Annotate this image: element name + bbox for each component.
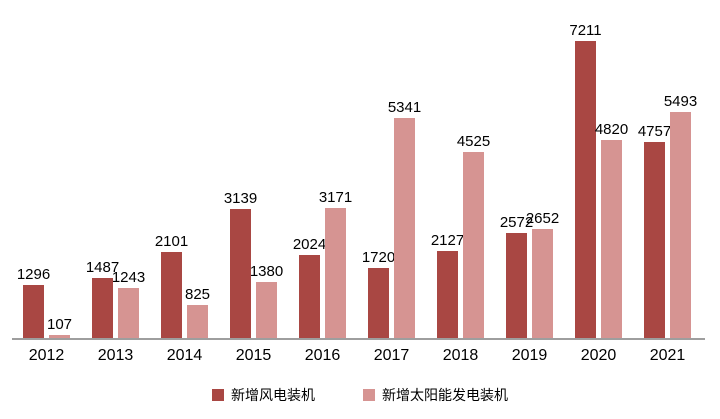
bar bbox=[368, 268, 389, 339]
bar-group-2017: 1720 5341 bbox=[362, 100, 421, 339]
x-axis-labels: 2012 2013 2014 2015 2016 2017 2018 2019 2020 2021 bbox=[23, 347, 691, 365]
bar-value-label: 3139 bbox=[223, 190, 258, 207]
bar bbox=[299, 255, 320, 339]
bar-value-label: 2024 bbox=[292, 236, 327, 253]
bar bbox=[49, 335, 70, 339]
x-axis-label: 2015 bbox=[235, 347, 272, 364]
bar-wrap: 825 bbox=[184, 286, 211, 339]
bar-wrap: 1296 bbox=[17, 267, 50, 339]
bar-wrap: 7211 bbox=[569, 23, 602, 339]
bar-wrap: 5341 bbox=[388, 100, 421, 339]
bar bbox=[230, 209, 251, 339]
x-axis-label: 2016 bbox=[304, 347, 341, 364]
bar bbox=[325, 208, 346, 339]
bar bbox=[644, 142, 665, 339]
bar-value-label: 2572 bbox=[499, 214, 534, 231]
bar-value-label: 5341 bbox=[387, 99, 422, 116]
bar-group-2020: 7211 4820 bbox=[569, 23, 628, 339]
bar-wrap: 2572 bbox=[500, 215, 533, 339]
bar-group-2019: 2572 2652 bbox=[500, 211, 559, 339]
x-axis-line bbox=[12, 338, 705, 340]
bar-value-label: 825 bbox=[184, 286, 211, 303]
bar-wrap: 3171 bbox=[319, 190, 352, 339]
bar-value-label: 2127 bbox=[430, 232, 465, 249]
chart-legend: 新增风电装机 新增太阳能发电装机 bbox=[0, 385, 720, 405]
bar-group-2012: 1296 107 bbox=[17, 267, 73, 339]
x-axis-label: 2019 bbox=[511, 347, 548, 364]
legend-label: 新增太阳能发电装机 bbox=[382, 387, 508, 403]
bar-value-label: 1380 bbox=[249, 263, 284, 280]
bar bbox=[256, 282, 277, 339]
bar-value-label: 1296 bbox=[16, 266, 51, 283]
bar-group-2013: 1487 1243 bbox=[86, 260, 145, 339]
bar-group-2021: 4757 5493 bbox=[638, 94, 697, 339]
bar-wrap: 107 bbox=[46, 316, 73, 339]
bar-wrap: 2127 bbox=[431, 233, 464, 339]
x-axis-label: 2021 bbox=[649, 347, 686, 364]
bar-wrap: 2024 bbox=[293, 237, 326, 339]
legend-item: 新增太阳能发电装机 bbox=[363, 385, 508, 405]
bar bbox=[670, 112, 691, 339]
legend-swatch-icon bbox=[363, 389, 375, 401]
x-axis-label: 2014 bbox=[166, 347, 203, 364]
x-axis-label: 2018 bbox=[442, 347, 479, 364]
bar bbox=[23, 285, 44, 339]
bar-wrap: 1720 bbox=[362, 250, 395, 339]
plot-area: 1296 107 1487 1243 2101 825 3139 1380 2024 3171 17… bbox=[17, 23, 697, 339]
bar-wrap: 4820 bbox=[595, 122, 628, 339]
bar-wrap: 2101 bbox=[155, 234, 188, 339]
bar-value-label: 4525 bbox=[456, 133, 491, 150]
bar-wrap: 3139 bbox=[224, 191, 257, 339]
bar-wrap: 1243 bbox=[112, 270, 145, 339]
legend-label: 新增风电装机 bbox=[231, 387, 315, 403]
x-axis-label: 2013 bbox=[97, 347, 134, 364]
bar-value-label: 4757 bbox=[637, 123, 672, 140]
bar-wrap: 5493 bbox=[664, 94, 697, 339]
legend-item: 新增风电装机 bbox=[212, 385, 315, 405]
bar-wrap: 1487 bbox=[86, 260, 119, 339]
bar bbox=[437, 251, 458, 339]
bar-value-label: 107 bbox=[46, 316, 73, 333]
bar bbox=[394, 118, 415, 339]
legend-swatch-icon bbox=[212, 389, 224, 401]
bar-value-label: 2652 bbox=[525, 210, 560, 227]
bar-value-label: 1720 bbox=[361, 249, 396, 266]
bar-group-2018: 2127 4525 bbox=[431, 134, 490, 339]
bar-value-label: 1487 bbox=[85, 259, 120, 276]
bar bbox=[575, 41, 596, 339]
bar-value-label: 2101 bbox=[154, 233, 189, 250]
bar-value-label: 4820 bbox=[594, 121, 629, 138]
bar-group-2016: 2024 3171 bbox=[293, 190, 352, 339]
bar bbox=[187, 305, 208, 339]
bar bbox=[532, 229, 553, 339]
bar-group-2014: 2101 825 bbox=[155, 234, 211, 339]
bar bbox=[161, 252, 182, 339]
bar-wrap: 2652 bbox=[526, 211, 559, 339]
x-axis-label: 2012 bbox=[28, 347, 65, 364]
bar-group-2015: 3139 1380 bbox=[224, 191, 283, 339]
bar-value-label: 7211 bbox=[569, 22, 602, 39]
bar-value-label: 5493 bbox=[663, 93, 698, 110]
bar-wrap: 1380 bbox=[250, 264, 283, 339]
bar-value-label: 3171 bbox=[318, 189, 353, 206]
bar bbox=[463, 152, 484, 339]
x-axis-label: 2020 bbox=[580, 347, 617, 364]
bar bbox=[601, 140, 622, 339]
bar bbox=[118, 288, 139, 339]
bar-wrap: 4525 bbox=[457, 134, 490, 339]
bar bbox=[506, 233, 527, 339]
bar-wrap: 4757 bbox=[638, 124, 671, 339]
x-axis-label: 2017 bbox=[373, 347, 410, 364]
bar bbox=[92, 278, 113, 339]
bar-value-label: 1243 bbox=[111, 269, 146, 286]
